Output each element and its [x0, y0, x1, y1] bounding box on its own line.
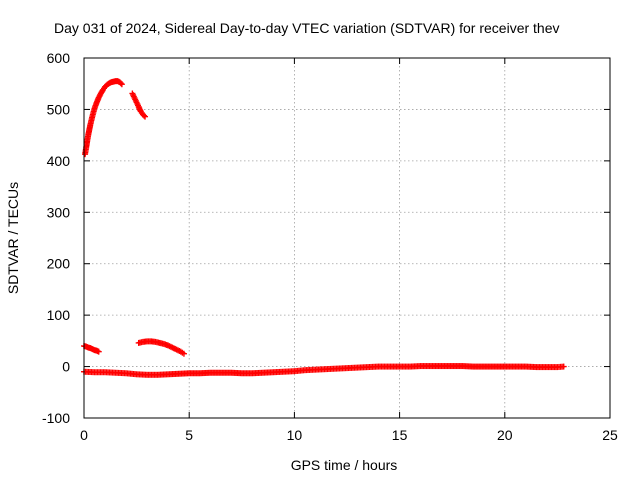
data-series: [81, 78, 567, 378]
satellite-track-2: [129, 90, 149, 120]
x-tick-label: 20: [497, 427, 513, 443]
satellite-track-1: [82, 78, 125, 158]
chart-title: Day 031 of 2024, Sidereal Day-to-day VTE…: [54, 20, 560, 36]
y-tick-label: 600: [47, 50, 71, 66]
satellite-track-5: [81, 363, 567, 378]
y-tick-label: -100: [42, 410, 70, 426]
y-tick-label: 200: [47, 256, 71, 272]
grid: [84, 58, 610, 418]
data-point: [560, 363, 567, 370]
data-point-dense: [117, 80, 124, 87]
satellite-track-3: [81, 343, 102, 355]
axis-ticks: 0 5 10 15 20 25 -100 0 100 200 300 400 500 600: [42, 50, 618, 443]
plot-frame: [83, 57, 611, 419]
data-point: [95, 348, 102, 355]
y-tick-label: 300: [47, 204, 71, 220]
y-tick-label: 100: [47, 307, 71, 323]
satellite-track-4: [135, 338, 187, 357]
data-point: [118, 81, 125, 88]
y-tick-label: 500: [47, 101, 71, 117]
y-tick-label: 400: [47, 153, 71, 169]
data-point: [180, 350, 187, 357]
data-point: [140, 112, 147, 119]
x-tick-label: 25: [602, 427, 618, 443]
x-tick-label: 5: [185, 427, 193, 443]
y-axis-label: SDTVAR / TECUs: [5, 182, 21, 294]
x-tick-label: 10: [287, 427, 303, 443]
x-tick-label: 0: [80, 427, 88, 443]
x-axis-label: GPS time / hours: [291, 457, 398, 473]
y-tick-label: 0: [62, 359, 70, 375]
x-tick-label: 15: [392, 427, 408, 443]
data-point: [142, 113, 149, 120]
